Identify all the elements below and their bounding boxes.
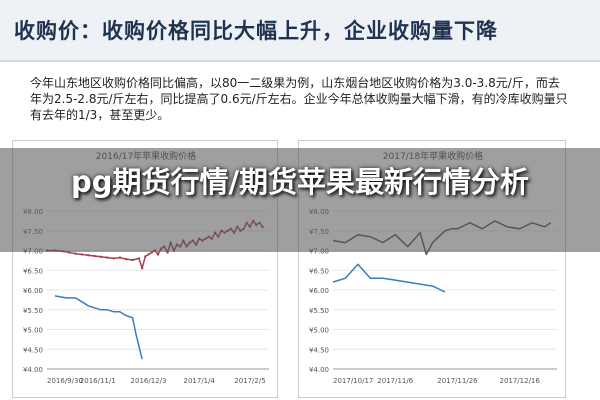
y-tick-label: ¥6.00: [23, 287, 43, 295]
series-line-2: [54, 295, 143, 360]
data-point: [74, 252, 77, 255]
y-tick-label: ¥6.50: [23, 267, 43, 275]
x-tick-label: 2017/11/6: [377, 377, 413, 385]
data-point: [156, 253, 160, 256]
data-point: [125, 257, 128, 261]
y-tick-label: ¥4.00: [23, 366, 43, 374]
x-tick-label: 2017/11/26: [437, 377, 478, 385]
y-tick-label: ¥6.00: [309, 287, 329, 295]
x-tick-label: 2017/10/17: [333, 377, 373, 385]
y-tick-label: ¥5.00: [309, 327, 329, 335]
x-tick-label: 2017/12/16: [499, 377, 540, 385]
slide-body-text: 今年山东地区收购价格同比偏高，以80一二级果为例，山东烟台地区收购价格为3.0-…: [30, 76, 568, 122]
data-point: [147, 253, 150, 256]
data-point: [118, 256, 122, 259]
x-tick-label: 2017/1/4: [184, 377, 216, 385]
y-tick-label: ¥4.50: [23, 346, 43, 354]
data-point: [99, 255, 103, 259]
data-point: [137, 257, 141, 260]
x-tick-label: 2016/11/1: [80, 377, 116, 385]
x-tick-label: 2016/12/3: [131, 377, 167, 385]
data-point: [144, 255, 147, 258]
data-point: [80, 253, 84, 256]
data-point: [106, 256, 109, 259]
data-point: [140, 267, 144, 270]
data-point: [87, 254, 90, 257]
y-tick-label: ¥4.50: [309, 346, 329, 354]
y-tick-label: ¥5.00: [23, 327, 43, 335]
y-tick-label: ¥5.50: [23, 307, 43, 315]
data-point: [131, 258, 134, 262]
slide-title: 收购价：收购价格同比大幅上升，企业收购量下降: [14, 19, 498, 43]
overlay-banner: pg期货行情/期货苹果最新行情分析: [0, 148, 600, 252]
x-tick-label: 2017/2/5: [234, 377, 265, 385]
y-tick-label: ¥4.00: [309, 366, 329, 374]
x-tick-label: 2016/9/30: [47, 377, 83, 385]
slide-header: 收购价：收购价格同比大幅上升，企业收购量下降: [0, 0, 600, 62]
banner-text: pg期货行情/期货苹果最新行情分析: [70, 165, 530, 199]
data-point: [112, 257, 115, 260]
data-point: [93, 254, 96, 258]
y-tick-label: ¥5.50: [309, 307, 329, 315]
y-tick-label: ¥6.50: [309, 267, 329, 275]
series-line-2: [332, 263, 446, 293]
